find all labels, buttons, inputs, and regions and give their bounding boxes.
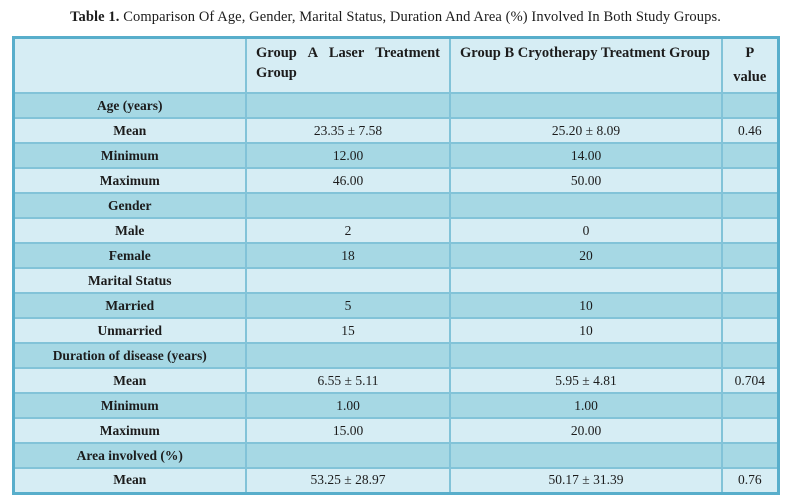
cell-group-b: [449, 192, 723, 219]
table-row: Area involved (%): [12, 442, 779, 469]
table-caption: Table 1. Comparison Of Age, Gender, Mari…: [0, 0, 791, 26]
comparison-table: Group A Laser Treatment Group Group B Cr…: [11, 36, 780, 495]
table-row: Marital Status: [12, 267, 779, 294]
cell-group-b: 20.00: [449, 417, 723, 444]
cell-p-value: 0.46: [721, 117, 779, 144]
table-row: Maximum 46.00 50.00: [12, 167, 779, 194]
cell-group-a: 53.25 ± 28.97: [245, 467, 451, 494]
cell-group-a: [245, 442, 451, 469]
cell-group-a: [245, 342, 451, 369]
header-p-value-line2: value: [733, 69, 767, 86]
table-row: Mean 53.25 ± 28.97 50.17 ± 31.39 0.76: [12, 467, 779, 494]
cell-p-value: [721, 342, 779, 369]
cell-group-b: 50.17 ± 31.39: [449, 467, 723, 494]
row-label: Age (years): [12, 92, 247, 119]
cell-group-a: 1.00: [245, 392, 451, 419]
cell-group-b: 10: [449, 317, 723, 344]
cell-group-a: [245, 192, 451, 219]
row-label: Male: [12, 217, 247, 244]
cell-group-a: [245, 92, 451, 119]
cell-group-b: [449, 267, 723, 294]
cell-p-value: [721, 267, 779, 294]
row-label: Maximum: [12, 417, 247, 444]
table-row: Duration of disease (years): [12, 342, 779, 369]
row-label: Maximum: [12, 167, 247, 194]
header-p-value: P value: [721, 36, 779, 94]
cell-p-value: [721, 142, 779, 169]
row-label: Married: [12, 292, 247, 319]
header-group-a: Group A Laser Treatment Group: [245, 36, 451, 94]
row-label: Mean: [12, 467, 247, 494]
row-label: Mean: [12, 367, 247, 394]
cell-p-value: [721, 92, 779, 119]
cell-p-value: [721, 392, 779, 419]
table-row: Married 5 10: [12, 292, 779, 319]
row-label: Minimum: [12, 392, 247, 419]
cell-group-a: [245, 267, 451, 294]
cell-group-b: [449, 92, 723, 119]
cell-p-value: 0.76: [721, 467, 779, 494]
table-row: Gender: [12, 192, 779, 219]
cell-group-a: 12.00: [245, 142, 451, 169]
table-row: Minimum 12.00 14.00: [12, 142, 779, 169]
cell-p-value: [721, 317, 779, 344]
cell-group-a: 5: [245, 292, 451, 319]
cell-group-b: [449, 442, 723, 469]
cell-group-b: 10: [449, 292, 723, 319]
cell-group-b: 50.00: [449, 167, 723, 194]
table-row: Unmarried 15 10: [12, 317, 779, 344]
cell-p-value: [721, 192, 779, 219]
cell-group-a: 15: [245, 317, 451, 344]
table-row: Male 2 0: [12, 217, 779, 244]
table-row: Maximum 15.00 20.00: [12, 417, 779, 444]
cell-group-b: 20: [449, 242, 723, 269]
table-row: Mean 23.35 ± 7.58 25.20 ± 8.09 0.46: [12, 117, 779, 144]
cell-p-value: [721, 292, 779, 319]
cell-p-value: [721, 442, 779, 469]
cell-group-b: 0: [449, 217, 723, 244]
table-row: Age (years): [12, 92, 779, 119]
cell-group-a: 46.00: [245, 167, 451, 194]
cell-p-value: [721, 217, 779, 244]
header-label-column: [12, 36, 247, 94]
row-label: Minimum: [12, 142, 247, 169]
table-row: Minimum 1.00 1.00: [12, 392, 779, 419]
table-caption-number: Table 1.: [70, 9, 120, 25]
table-row: Female 18 20: [12, 242, 779, 269]
cell-group-a: 18: [245, 242, 451, 269]
cell-group-b: 14.00: [449, 142, 723, 169]
table-header-row: Group A Laser Treatment Group Group B Cr…: [12, 36, 779, 94]
header-group-b: Group B Cryotherapy Treatment Group: [449, 36, 723, 94]
cell-p-value: 0.704: [721, 367, 779, 394]
table-caption-text: Comparison Of Age, Gender, Marital Statu…: [119, 9, 721, 25]
cell-p-value: [721, 242, 779, 269]
cell-group-a: 15.00: [245, 417, 451, 444]
cell-group-a: 6.55 ± 5.11: [245, 367, 451, 394]
cell-group-b: 25.20 ± 8.09: [449, 117, 723, 144]
cell-group-b: 1.00: [449, 392, 723, 419]
row-label: Marital Status: [12, 267, 247, 294]
cell-group-a: 2: [245, 217, 451, 244]
cell-group-b: [449, 342, 723, 369]
row-label: Unmarried: [12, 317, 247, 344]
table-row: Mean 6.55 ± 5.11 5.95 ± 4.81 0.704: [12, 367, 779, 394]
cell-p-value: [721, 417, 779, 444]
row-label: Female: [12, 242, 247, 269]
row-label: Gender: [12, 192, 247, 219]
cell-group-b: 5.95 ± 4.81: [449, 367, 723, 394]
row-label: Area involved (%): [12, 442, 247, 469]
header-p-value-line1: P: [745, 45, 755, 61]
cell-group-a: 23.35 ± 7.58: [245, 117, 451, 144]
cell-p-value: [721, 167, 779, 194]
row-label: Mean: [12, 117, 247, 144]
row-label: Duration of disease (years): [12, 342, 247, 369]
table-body: Age (years) Mean 23.35 ± 7.58 25.20 ± 8.…: [12, 92, 779, 494]
